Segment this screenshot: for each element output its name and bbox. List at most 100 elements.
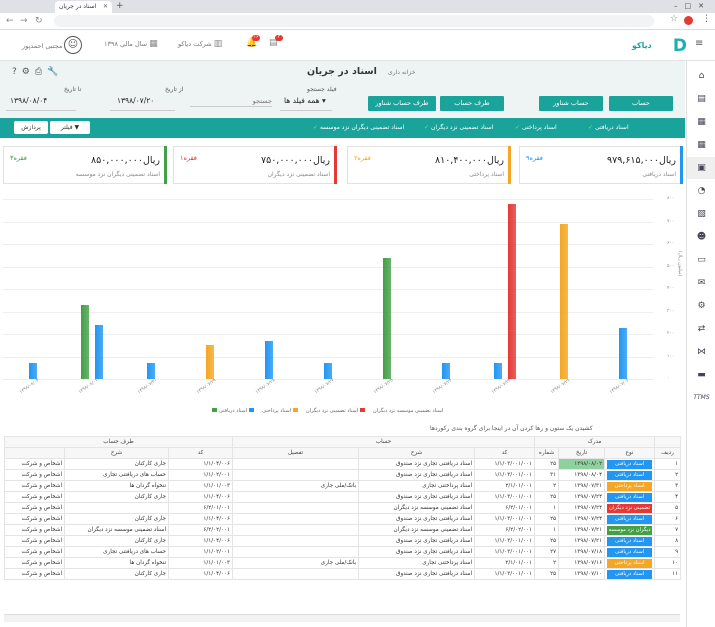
table-row[interactable]: ۱ اسناد دریافتی ۱۳۹۸/۰۸/۰۲ ۲۵ ۱/۱/۰۳/۰۰۱…	[5, 459, 681, 470]
cogs-icon[interactable]: ⚙	[687, 295, 715, 317]
card-icon[interactable]: ▭	[687, 249, 715, 271]
legend-item[interactable]: اسناد دریافتی	[219, 408, 256, 414]
table-row[interactable]: ۹ اسناد دریافتی ۱۳۹۸/۰۷/۱۸ ۲۷ ۱/۱/۰۳/۰۰۱…	[5, 547, 681, 558]
column-header[interactable]: شرح	[65, 448, 169, 459]
chart-bar[interactable]	[442, 363, 450, 379]
help-icon[interactable]: ?	[12, 67, 22, 77]
table-row[interactable]: ۴ اسناد دریافتی ۱۳۹۸/۰۷/۲۴ ۲۵ ۱/۱/۰۳/۰۰۱…	[5, 492, 681, 503]
column-header[interactable]: شرح	[359, 448, 475, 459]
chart-bar[interactable]	[494, 363, 502, 379]
column-header[interactable]: ردیف	[655, 448, 681, 459]
back-icon[interactable]: ←	[6, 15, 14, 27]
table-row[interactable]: ۱۱ اسناد دریافتی ۱۳۹۸/۰۷/۱۰ ۲۵ ۱/۱/۰۳/۰۰…	[5, 569, 681, 580]
chart-x-tick: ۱۳۹۸/۰۷/۲۱	[550, 378, 571, 395]
chart-bar[interactable]	[147, 363, 155, 379]
chart-bar[interactable]	[95, 325, 103, 379]
table-row[interactable]: ۳ اسناد پرداختی ۱۳۹۸/۰۷/۳۱ ۲ ۲/۱/۰۱/۰۰۱ …	[5, 481, 681, 492]
company-selector[interactable]: شرکت دیاکو ▥	[178, 39, 222, 49]
summary-card[interactable]: ۹۷۹,۶۱۵,۰۰۰ریال اسناد دریافتی ۹فقره	[519, 146, 683, 184]
column-header[interactable]: تفصیل	[233, 448, 359, 459]
chart-bar[interactable]	[324, 363, 332, 379]
chart-bar[interactable]	[508, 204, 516, 380]
to-date-input[interactable]: ۱۳۹۸/۰۸/۰۴	[10, 96, 47, 105]
extension-icon[interactable]	[684, 16, 693, 25]
legend-item[interactable]: اسناد تضمینی نزد دیگران	[306, 408, 367, 414]
search-field-value: همه فیلد ها	[284, 96, 320, 105]
exchange-icon[interactable]: ⇄	[687, 318, 715, 340]
doc-type-received[interactable]: ✓ اسناد دریافتی	[588, 124, 629, 131]
group-by-hint[interactable]: کشیدن یک ستون و رها کردن آن در اینجا برا…	[430, 425, 593, 432]
pie-chart-icon[interactable]: ◔	[687, 180, 715, 202]
hamburger-icon[interactable]: ≡	[695, 38, 703, 49]
gear-icon[interactable]: ⚙	[22, 67, 35, 77]
summary-card[interactable]: ۸۵۰,۰۰۰,۰۰۰ریال اسناد تضمینی دیگران نزد …	[3, 146, 167, 184]
column-header[interactable]: نوع	[605, 448, 655, 459]
check-icon: ✓	[313, 124, 318, 131]
grid-icon[interactable]: ▦	[687, 134, 715, 156]
doc-type-guarantee-others[interactable]: ✓ اسناد تضمینی نزد دیگران	[424, 124, 493, 131]
users-icon[interactable]: ☻	[687, 226, 715, 248]
close-icon[interactable]: ✕	[103, 2, 108, 12]
forward-icon[interactable]: →	[20, 15, 28, 27]
column-header[interactable]: کد	[475, 448, 535, 459]
column-header[interactable]: تاریخ	[559, 448, 605, 459]
ttms-label[interactable]: TTMS	[687, 387, 715, 409]
chart-bar[interactable]	[265, 341, 273, 379]
table-row[interactable]: ۸ اسناد دریافتی ۱۳۹۸/۰۷/۲۱ ۲۵ ۱/۱/۰۳/۰۰۱…	[5, 536, 681, 547]
avatar[interactable]: ☺	[64, 36, 82, 54]
chart-bar[interactable]	[206, 345, 214, 379]
table-row[interactable]: ۵ تضمینی نزد دیگران ۱۳۹۸/۰۷/۲۴ ۱ ۶/۲/۰۱/…	[5, 503, 681, 514]
process-button[interactable]: پردازش	[14, 121, 48, 134]
messages-button[interactable]: ▤۳	[269, 38, 278, 48]
table-row[interactable]: ۷ دیگران نزد موسسه ۱۳۹۸/۰۷/۲۱ ۱ ۶/۲/۰۲/۰…	[5, 525, 681, 536]
legend-item[interactable]: اسناد پرداختی	[262, 408, 300, 414]
search-field-select[interactable]: همه فیلد ها ▾	[284, 96, 326, 105]
new-tab-icon[interactable]: +	[116, 0, 124, 12]
account-button[interactable]: حساب	[609, 96, 673, 111]
filter-icon: ▼	[75, 124, 80, 131]
chart-bar[interactable]	[29, 363, 37, 379]
logo[interactable]: دیاکوD	[632, 37, 687, 55]
wallet-icon[interactable]: ▣	[687, 157, 715, 179]
menu-icon[interactable]: ⋮	[702, 14, 711, 24]
notification-button[interactable]: 🔔۱۶	[246, 38, 257, 48]
reload-icon[interactable]: ↻	[35, 15, 43, 27]
user-name[interactable]: مجتبی احمدپور	[22, 42, 62, 50]
summary-card[interactable]: ۸۱۰,۴۰۰,۰۰۰ریال اسناد پرداختی ۲فقره	[347, 146, 511, 184]
url-input[interactable]	[54, 15, 654, 27]
chart-bar[interactable]	[619, 328, 627, 379]
cell-side-code: ۱/۱/۰۱/۰۰۳	[169, 481, 233, 492]
breadcrumb[interactable]: خزانه داری	[388, 69, 415, 76]
table-row[interactable]: ۱۰ اسناد پرداختی ۱۳۹۸/۰۷/۱۶ ۲ ۲/۱/۰۱/۰۰۱…	[5, 558, 681, 569]
chart-bar[interactable]	[560, 224, 568, 379]
account-floating-button[interactable]: حساب شناور	[539, 96, 603, 111]
doc-type-guarantee-institute[interactable]: ✓ اسناد تضمینی دیگران نزد موسسه	[313, 124, 404, 131]
search-input[interactable]	[190, 95, 272, 107]
home-icon[interactable]: ⌂	[687, 65, 715, 87]
wrench-icon[interactable]: 🔧	[47, 67, 63, 77]
receipt-icon[interactable]: ▧	[687, 203, 715, 225]
from-date-input[interactable]: ۱۳۹۸/۰۷/۲۰	[117, 96, 154, 105]
filter-button[interactable]: فیلتر ▼	[50, 121, 90, 134]
account-side-button[interactable]: طرف حساب	[440, 96, 504, 111]
table-row[interactable]: ۲ اسناد دریافتی ۱۳۹۸/۰۸/۰۴ ۳۱ ۱/۱/۰۳/۰۰۱…	[5, 470, 681, 481]
summary-card[interactable]: ۷۵۰,۰۰۰,۰۰۰ریال اسناد تضمینی نزد دیگران …	[173, 146, 337, 184]
account-side-floating-button[interactable]: طرف حساب شناور	[368, 96, 436, 111]
print-icon[interactable]: ⎙	[35, 67, 47, 77]
calculator-icon[interactable]: ▦	[687, 111, 715, 133]
truck-icon[interactable]: ▬	[687, 364, 715, 386]
table-row[interactable]: ۶ اسناد دریافتی ۱۳۹۸/۰۷/۲۴ ۲۵ ۱/۱/۰۳/۰۰۱…	[5, 514, 681, 525]
mail-icon[interactable]: ✉	[687, 272, 715, 294]
browser-tab[interactable]: اسناد در جریان✕	[55, 1, 112, 13]
fiscal-year-selector[interactable]: سال مالی ۱۳۹۸ ▦	[104, 39, 158, 49]
star-icon[interactable]: ☆	[670, 14, 678, 24]
network-icon[interactable]: ⋈	[687, 341, 715, 363]
doc-type-paid[interactable]: ✓ اسناد پرداختی	[515, 124, 557, 131]
chart-bar[interactable]	[383, 258, 391, 380]
column-header[interactable]: کد	[169, 448, 233, 459]
horizontal-scrollbar[interactable]	[4, 614, 680, 622]
column-header[interactable]: شماره	[535, 448, 559, 459]
window-controls[interactable]: –□✕	[674, 0, 711, 12]
document-icon[interactable]: ▤	[687, 88, 715, 110]
chart-bar[interactable]	[81, 305, 89, 379]
